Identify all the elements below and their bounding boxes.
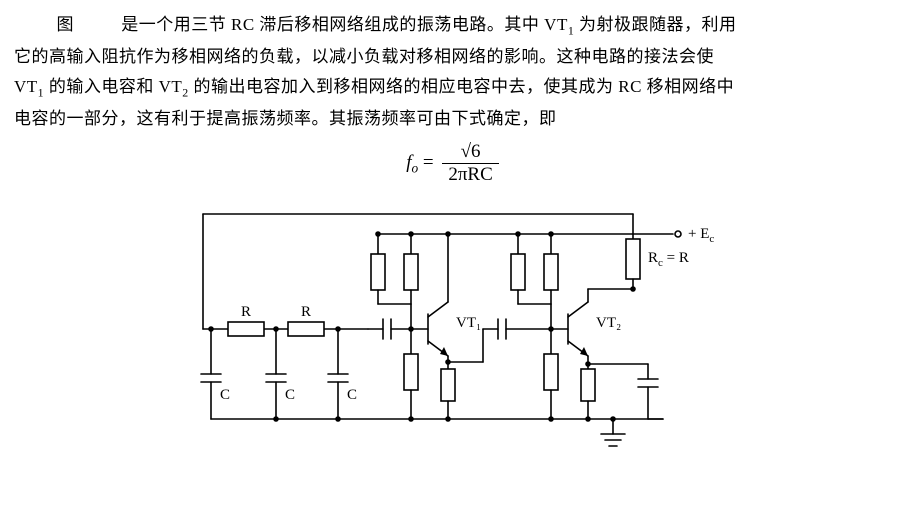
label-Rc-eq: = R [662, 250, 688, 266]
body-paragraph: 图 是一个用三节 RC 滞后移相网络组成的振荡电路。其中 VT1 为射极跟随器，… [14, 10, 891, 135]
text: 的输出电容加入到移相网络的相应电容中去，使其成为 RC 移相网络中 [189, 77, 734, 96]
label-VT2: VT₂ [596, 315, 621, 331]
formula: fo = √62πRC [14, 141, 891, 186]
label-R1: R [241, 304, 251, 320]
text: 电容的一部分，这有利于提高振荡频率。其振荡频率可由下式确定，即 [14, 109, 557, 128]
text: 为射极跟随器，利用 [574, 15, 736, 34]
label-C1: C [220, 387, 230, 403]
text: 图 [57, 15, 75, 34]
svg-text:Rc = R: Rc = R [648, 250, 689, 269]
text: 的输入电容和 VT [44, 77, 182, 96]
svg-text:+ Ec: + Ec [688, 226, 714, 245]
text: 它的高输入阻抗作为移相网络的负载，以减小负载对移相网络的影响。这种电路的接法会使 [14, 47, 714, 66]
label-Rc: R [648, 250, 658, 266]
label-C3: C [347, 387, 357, 403]
label-Ec: + E [688, 226, 709, 242]
numerator: √6 [442, 141, 498, 164]
denominator: 2πRC [442, 164, 498, 186]
text: 是一个用三节 RC 滞后移相网络组成的振荡电路。其中 VT [121, 15, 568, 34]
label-Ec-sub: c [709, 233, 714, 245]
eq: = [418, 152, 438, 173]
label-R2: R [301, 304, 311, 320]
circuit-diagram: + Ec R R [173, 194, 733, 454]
label-VT1: VT₁ [456, 315, 481, 331]
label-C2: C [285, 387, 295, 403]
text: VT [14, 77, 38, 96]
